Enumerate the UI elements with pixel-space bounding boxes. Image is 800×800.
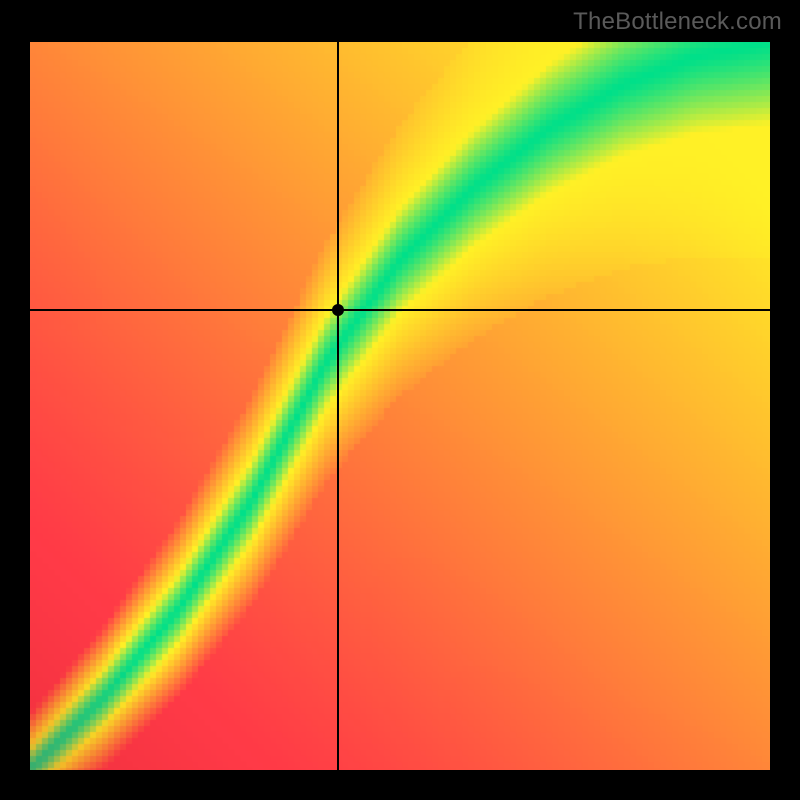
heatmap-plot-area <box>30 42 770 770</box>
crosshair-vertical <box>337 42 339 770</box>
crosshair-marker-dot <box>332 304 344 316</box>
crosshair-horizontal <box>30 309 770 311</box>
heatmap-canvas <box>30 42 770 770</box>
watermark-text: TheBottleneck.com <box>573 8 782 36</box>
